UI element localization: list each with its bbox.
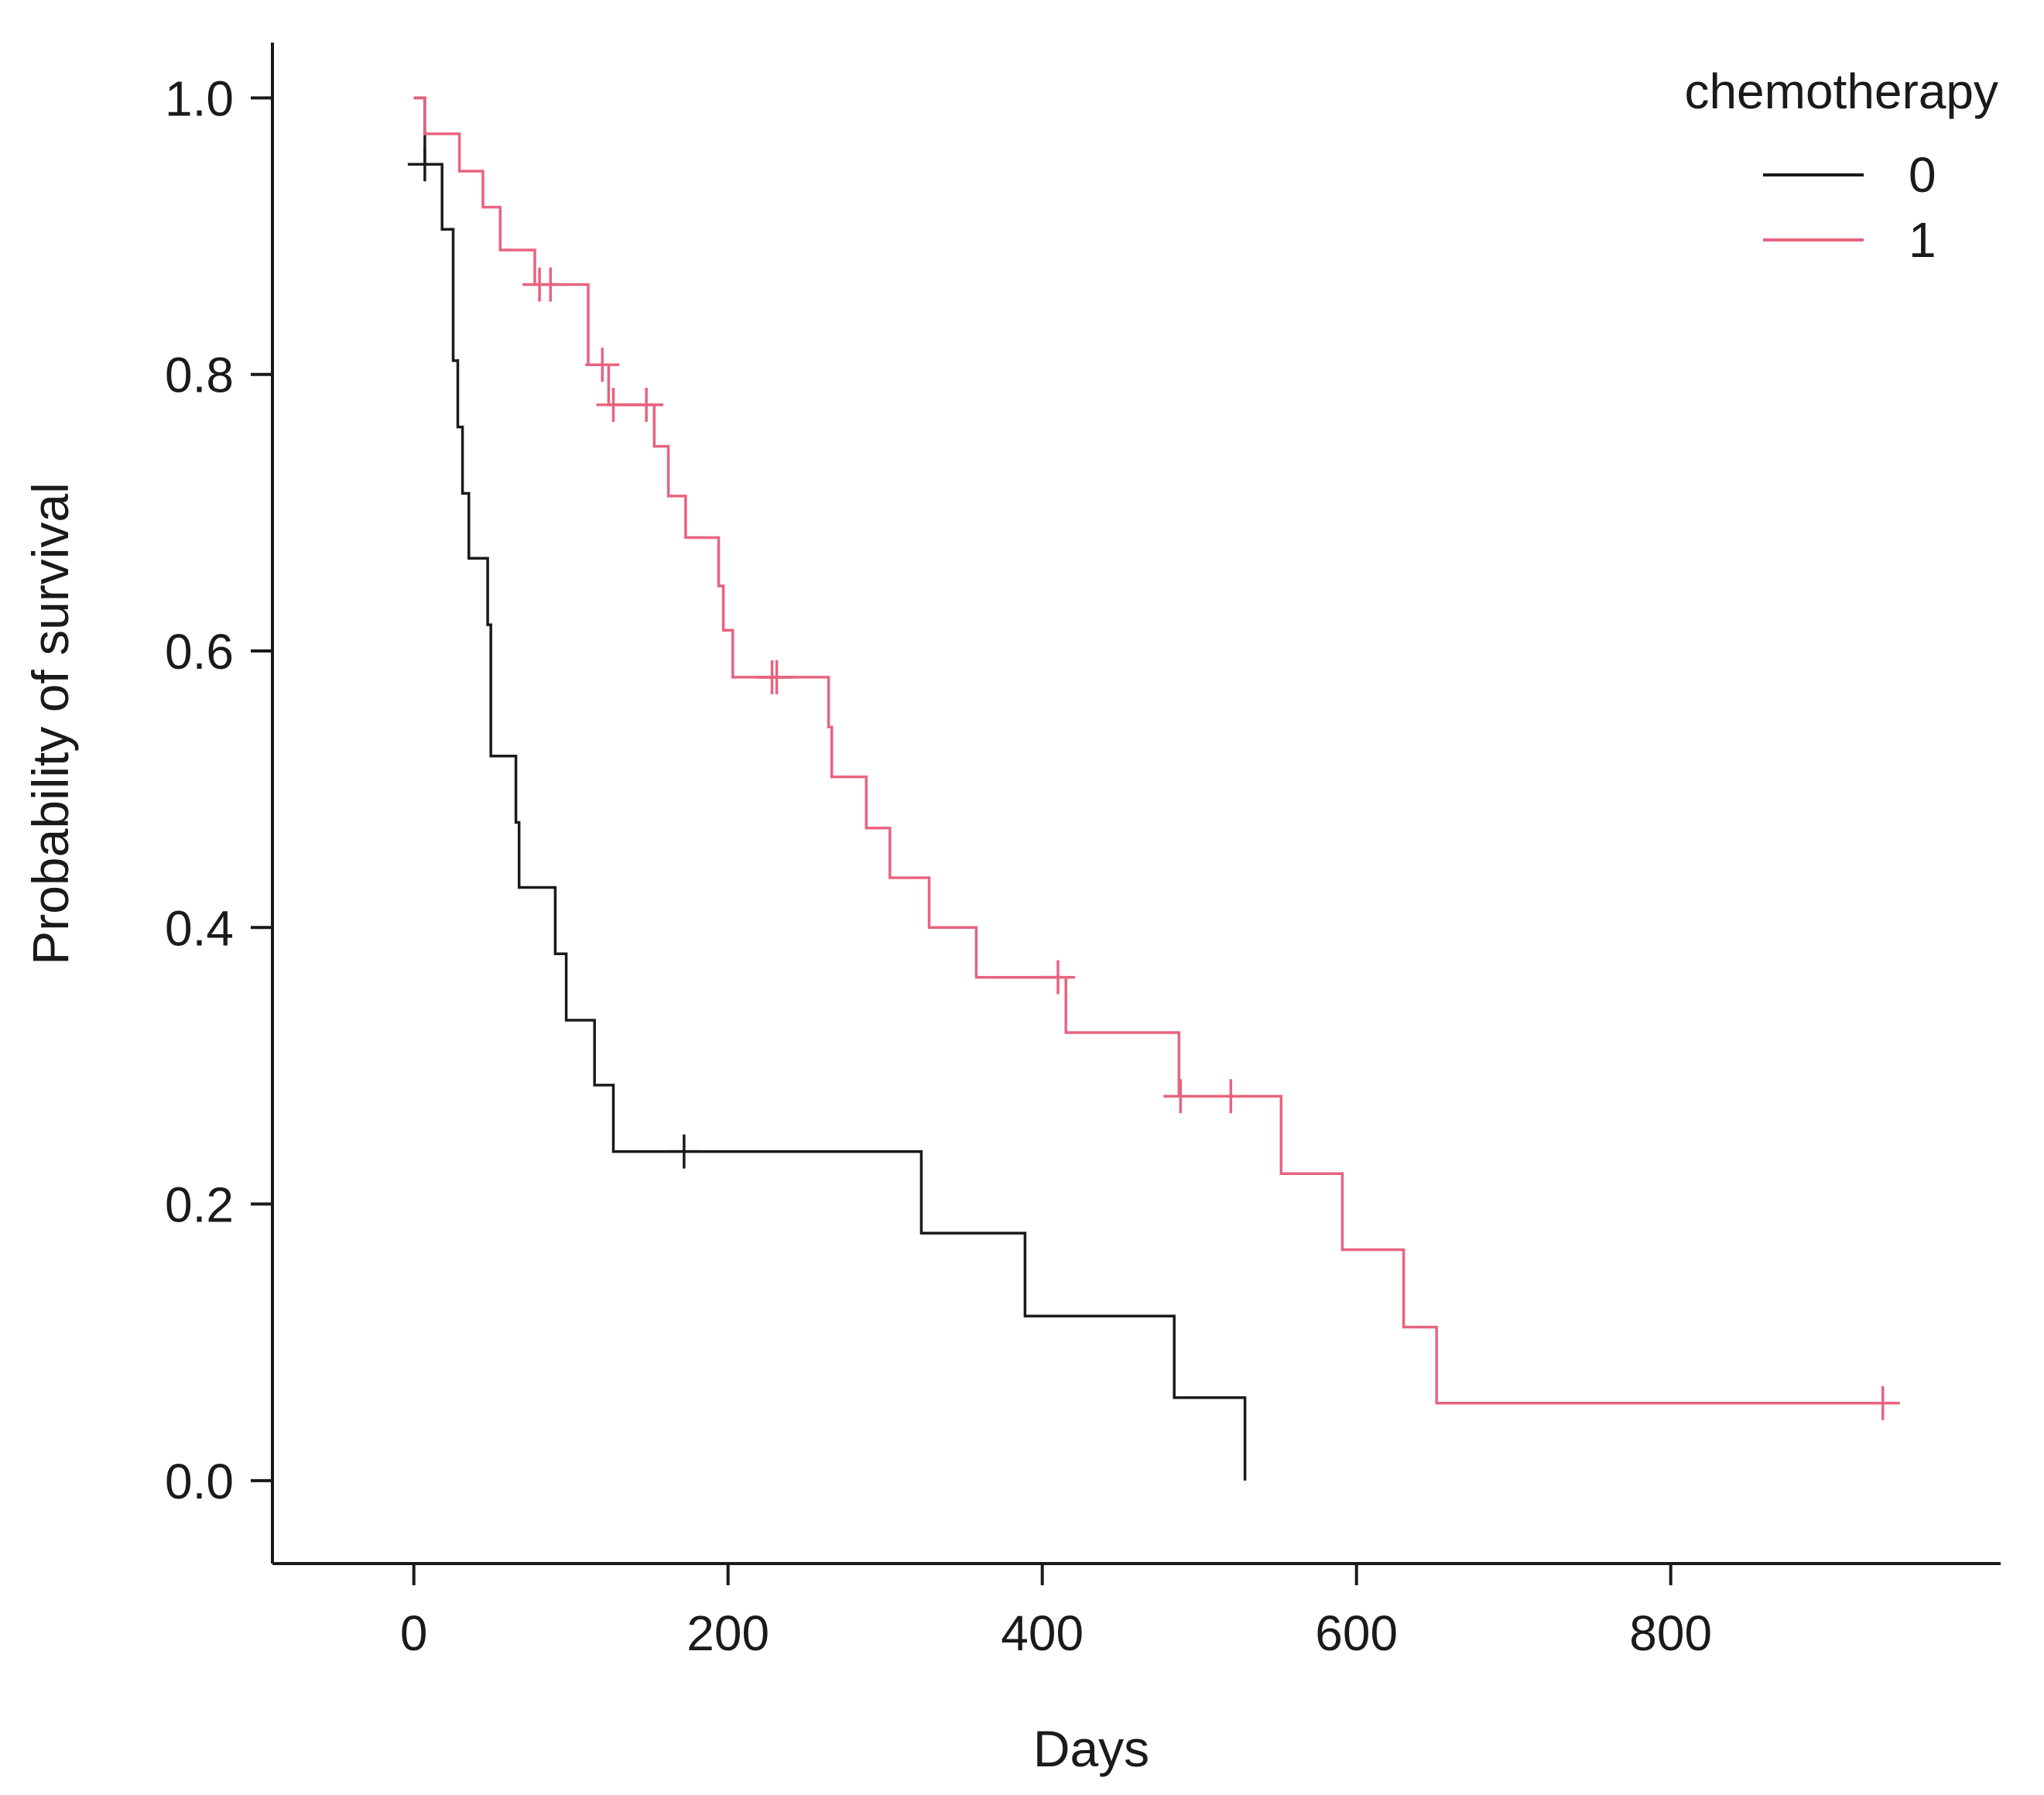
x-tick-label: 800	[1629, 1605, 1712, 1661]
series-1	[413, 96, 1900, 1420]
x-tick-label: 0	[400, 1605, 428, 1661]
x-tick-label: 600	[1315, 1605, 1398, 1661]
survival-curve-1	[413, 96, 1899, 1405]
legend: chemotherapy 0 1	[1684, 63, 1998, 268]
x-axis-label: Days	[1033, 1720, 1149, 1777]
y-tick-label: 0.0	[165, 1454, 234, 1509]
y-tick-label: 1.0	[165, 70, 234, 126]
legend-title: chemotherapy	[1684, 63, 1998, 119]
legend-label-1: 1	[1909, 212, 1936, 268]
series-0	[407, 96, 1247, 1481]
plot-area	[407, 96, 1900, 1481]
y-tick-label: 0.6	[165, 624, 234, 680]
y-tick-label: 0.4	[165, 900, 234, 956]
y-tick-label: 0.2	[165, 1177, 234, 1233]
x-tick-label: 400	[1001, 1605, 1084, 1661]
x-tick-label: 200	[686, 1605, 769, 1661]
survival-curve-0	[413, 96, 1247, 1481]
y-axis-label: Probability of survival	[22, 482, 79, 965]
legend-label-0: 0	[1909, 147, 1936, 203]
axes: 0 200 400 600 800 0.0 0.2 0.4 0.6 0.8 1.0	[165, 43, 2001, 1661]
y-tick-label: 0.8	[165, 348, 234, 403]
